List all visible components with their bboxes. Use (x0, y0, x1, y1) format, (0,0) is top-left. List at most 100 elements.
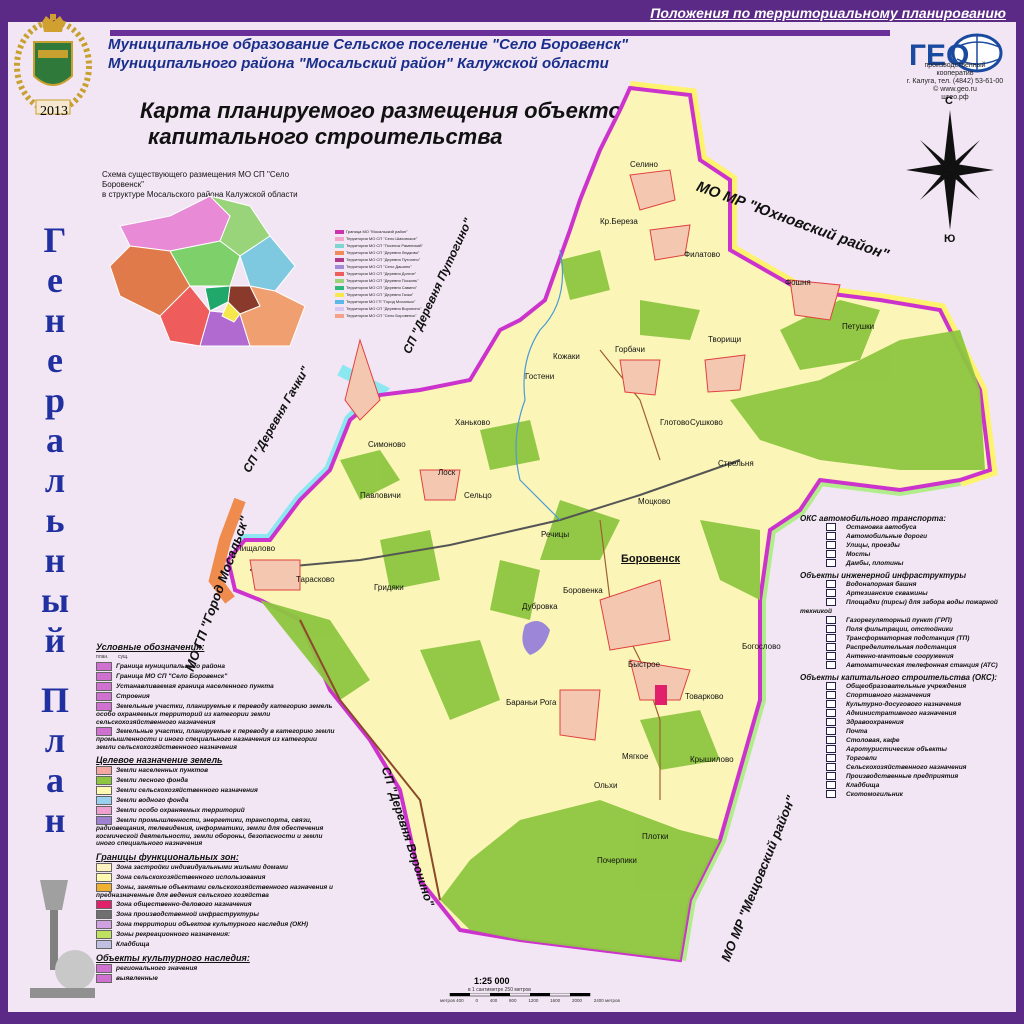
village-area (249, 559, 301, 591)
legend-label: Граница МО СП "Село Боровенск" (116, 673, 228, 681)
legend-swatch (96, 940, 112, 949)
legend-symbol-icon (826, 532, 836, 541)
scheme-legend-item: Территория МО СП "Село Дашино" (335, 263, 425, 270)
legend-swatch (96, 776, 112, 785)
village-area (629, 659, 691, 701)
village-area (599, 579, 671, 651)
legend-label: Скотомогильник (846, 791, 903, 798)
legend-label: Дамбы, плотины (846, 560, 904, 567)
scheme-region-dashino (239, 235, 296, 292)
village-label: Дубровка (522, 602, 558, 611)
frame-left (0, 0, 8, 1024)
legend-symbol-icon (826, 559, 836, 568)
scale-tick-label: 1200 (528, 998, 539, 1003)
forest-patch (490, 560, 540, 620)
legend-item: Агротуристические объекты (800, 745, 1010, 754)
legend-swatch (96, 662, 112, 671)
legend-label: Зоны, занятые объектами сельскохозяйстве… (96, 883, 334, 899)
scheme-region-putogino (169, 240, 241, 287)
legend-swatch (96, 930, 112, 939)
legend-item: Культурно-досугового назначения (800, 700, 1010, 709)
scheme-legend-label: Граница МО "Мосальский район" (346, 229, 408, 234)
legend-item: Граница МО СП "Село Боровенск" (96, 672, 336, 681)
legend-swatch (96, 766, 112, 775)
legend-col-plan: план. (96, 654, 109, 660)
scheme-legend-label: Территория МО СП "Поселок Раменский" (346, 243, 423, 248)
logo-text: ГЕО (909, 39, 969, 72)
scheme-legend-item: Территория МО СП "Деревня Посконь" (335, 277, 425, 284)
scheme-legend-swatch (335, 278, 344, 283)
scheme-region-poskon (239, 285, 306, 347)
village-area (419, 469, 461, 501)
legend-symbol-icon (826, 718, 836, 727)
village-label: Товарково (685, 692, 724, 701)
monument-illustration (30, 880, 95, 998)
scheme-legend-swatch (335, 264, 344, 269)
scheme-legend-swatch (335, 257, 344, 262)
scheme-legend-item: Территория МО СП "Поселок Раменский" (335, 242, 425, 249)
vertical-title-letter: ы (40, 580, 70, 620)
village-area (344, 338, 381, 421)
forest-patch (440, 800, 720, 960)
scheme-legend-label: Территория МО СП "Деревня Долгое" (346, 271, 417, 276)
vertical-title-letter: П (40, 680, 69, 720)
village-label: Ханьково (455, 418, 491, 427)
legend-item: Зона производственной инфраструктуры (96, 910, 336, 919)
scheme-caption: Схема существующего размещения МО СП "Се… (102, 170, 322, 200)
top-bar (0, 0, 1024, 22)
legend-item: Площадки (пирсы) для забора воды пожарно… (800, 598, 1010, 616)
scale-tick-label: метров 400 (440, 998, 464, 1003)
vertical-title-letter: н (44, 800, 66, 840)
legend-land-title: Целевое назначение земель (96, 755, 223, 765)
scheme-legend-item: Территория МО СП "Деревня Людково" (335, 249, 425, 256)
legend-item: Земли лесного фонда (96, 776, 336, 785)
forest-patch (480, 420, 540, 470)
scheme-legend-label: Территория МО СП "Деревня Посконь" (346, 278, 419, 283)
legend-label: Торговли (846, 755, 877, 762)
legend-label: Распределительная подстанция (846, 644, 957, 651)
scheme-legend-label: Территория МО СП "Село Дашино" (346, 264, 412, 269)
scheme-region-dolgoe (159, 285, 211, 347)
legend-label: Земли водного фонда (116, 797, 189, 805)
legend-label: регионального значения (116, 965, 198, 973)
legend-boundaries: Граница муниципального района Граница МО … (96, 662, 336, 751)
legend-item: Производственные предприятия (800, 772, 1010, 781)
legend-item: Распределительная подстанция (800, 643, 1010, 652)
legend-label: Земли промышленности, энергетики, трансп… (96, 817, 324, 847)
district-scheme-map (109, 196, 306, 347)
legend-item: Земельные участки, планируемые к перевод… (96, 702, 336, 726)
crest-year: 2013 (40, 104, 68, 119)
legend-symbol-icon (826, 523, 836, 532)
legend-label: Поля фильтрации, отстойники (846, 626, 953, 633)
legend-item: Зона сельскохозяйственного использования (96, 872, 336, 882)
scheme-legend-swatch (335, 236, 344, 241)
planning-provisions-link[interactable]: Положения по территориальному планирован… (650, 5, 1006, 21)
scheme-legend-item: Территория МО СП "Деревня Путогино" (335, 256, 425, 263)
scheme-legend-label: Территория МО СП "Деревня Гачки" (346, 292, 414, 297)
scheme-legend-label: Территория МО СП "Село Шаховское" (346, 236, 418, 241)
boundary-mosalsk-glow (208, 497, 246, 604)
village-label: Филатово (684, 250, 721, 259)
forest-patch (700, 520, 760, 600)
legend-swatch (96, 900, 112, 909)
legend-symbol-icon (826, 700, 836, 709)
vertical-title-letter: р (44, 380, 66, 420)
village-label: Павловичи (360, 491, 401, 500)
forest-patch (340, 450, 400, 500)
village-label: Сельцо (464, 491, 492, 500)
org-line-1: производственный кооператив (924, 62, 986, 77)
legend-label: Кладбища (116, 941, 150, 949)
legend-label: Общеобразовательные учреждения (846, 683, 967, 690)
scale-bar (449, 993, 591, 997)
legend-symbol-icon (826, 790, 836, 799)
legend-symbol-icon (826, 736, 836, 745)
legend-item: Скотомогильник (800, 790, 1010, 799)
legend-item: Антенно-мачтовые сооружения (800, 652, 1010, 661)
village-label-center: Боровенск (621, 553, 681, 565)
legend-symbol-icon (826, 682, 836, 691)
scale-tick-label: 0 (475, 998, 478, 1003)
legend-item: Граница муниципального района (96, 662, 336, 671)
legend-item: Автоматическая телефонная станция (АТС) (800, 661, 1010, 670)
scheme-legend-swatch (335, 250, 344, 255)
scheme-legend-item: Граница МО "Мосальский район" (335, 228, 425, 235)
